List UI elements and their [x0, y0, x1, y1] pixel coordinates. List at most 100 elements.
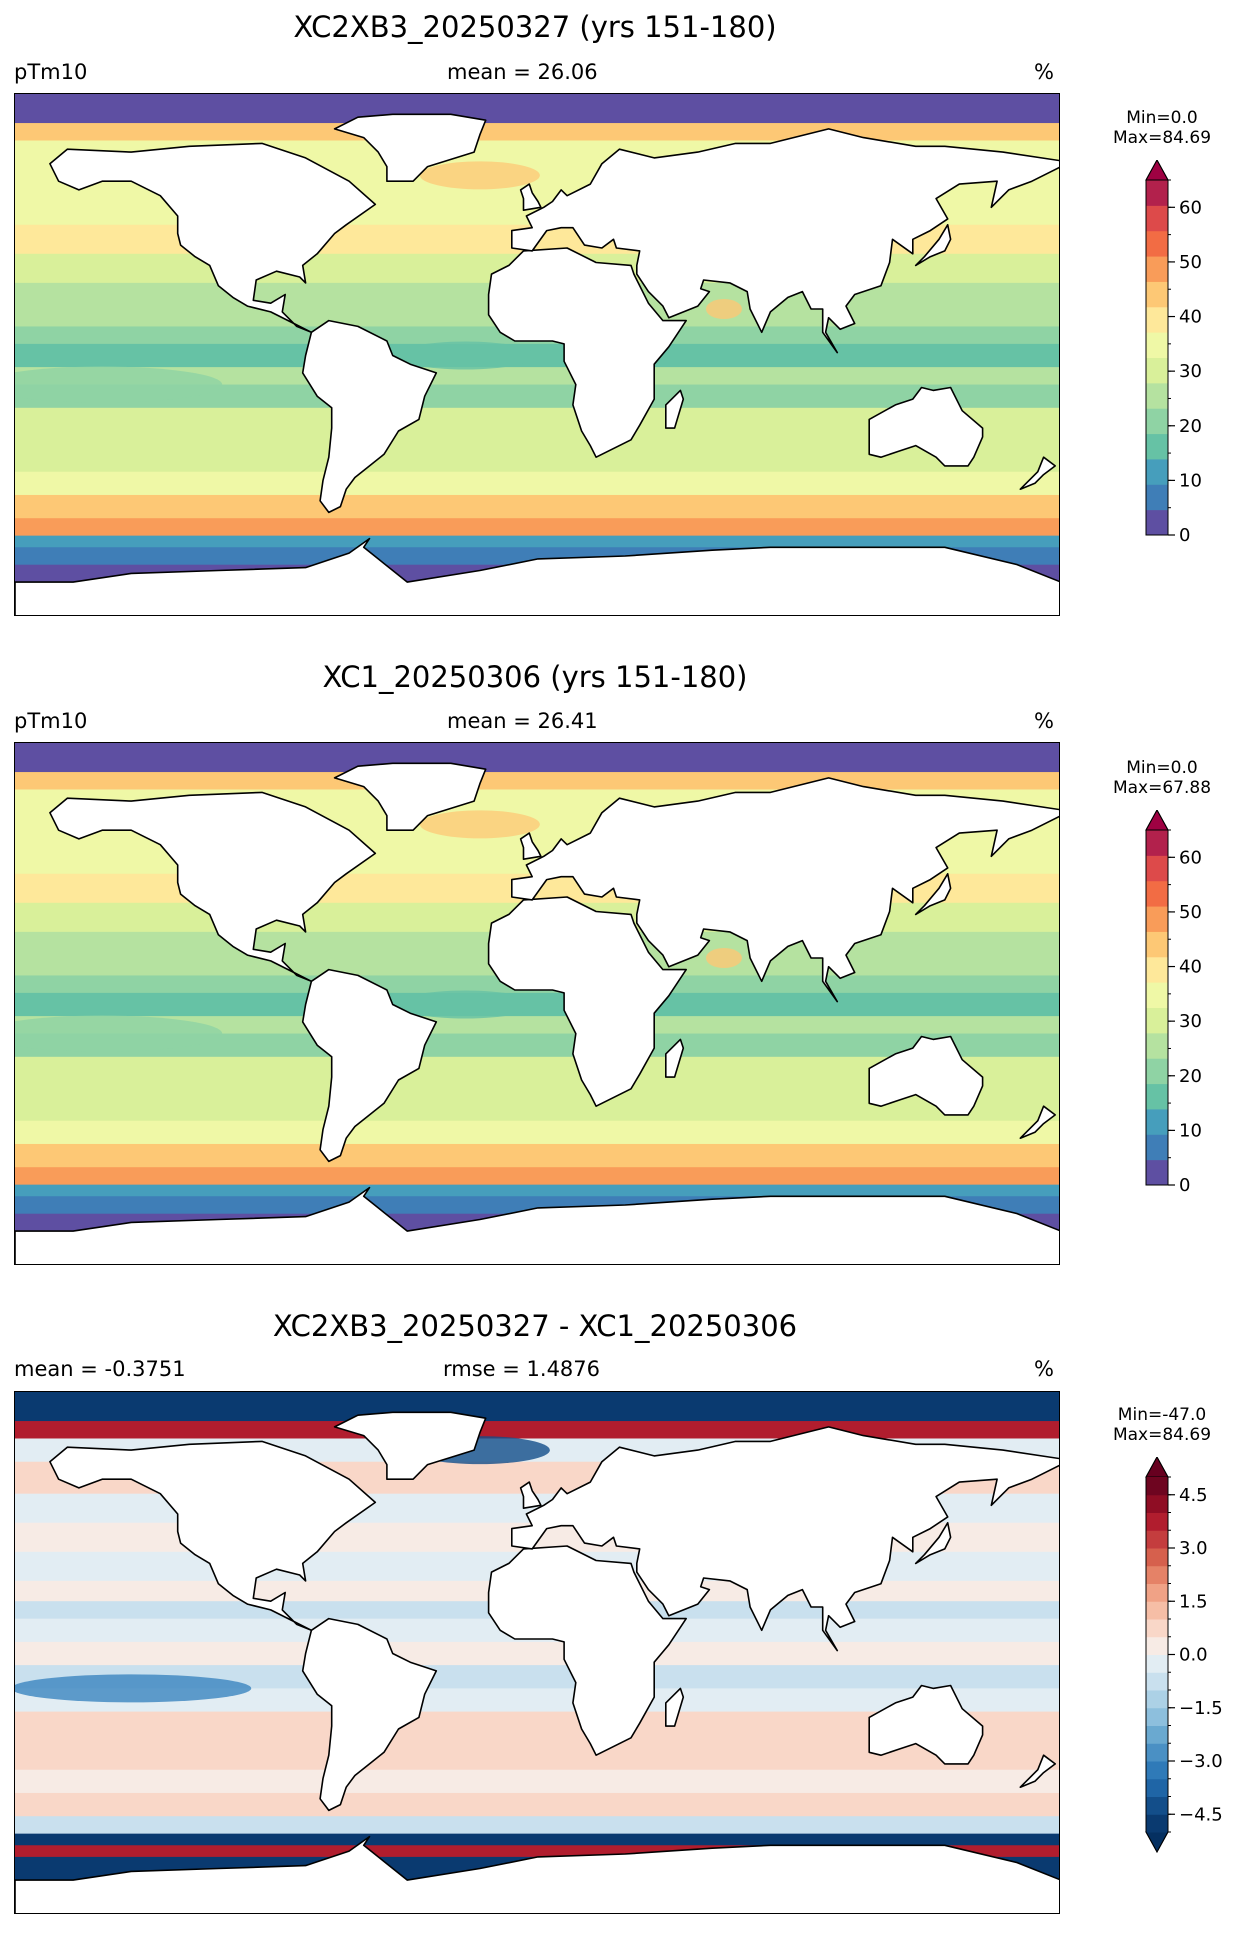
colorbar-segment	[1146, 1032, 1168, 1059]
colorbar-segment	[1146, 906, 1168, 932]
colorbar-tick-label: 60	[1179, 847, 1202, 868]
map-field	[15, 743, 1059, 1264]
colorbar-segment	[1146, 956, 1168, 983]
colorbar-segment	[1146, 306, 1168, 333]
colorbar-tick-label: 20	[1179, 1066, 1202, 1087]
colorbar-segment	[1146, 1058, 1168, 1085]
colorbar-segment	[1146, 855, 1168, 882]
colorbar-segment	[1146, 484, 1168, 511]
colorbar-segment	[1146, 230, 1168, 257]
colorbar-segment	[1146, 1690, 1168, 1709]
min-max-label: Min=0.0 Max=84.69	[1112, 108, 1212, 148]
coastlines	[15, 113, 1059, 615]
colorbar-tick-label: 30	[1179, 1011, 1202, 1032]
colorbar-segment	[1146, 1108, 1168, 1135]
colorbar-tick-label: 60	[1179, 197, 1202, 218]
colorbar-segment	[1146, 1707, 1168, 1726]
units-label: %	[1034, 60, 1054, 84]
colorbar-segment	[1146, 1512, 1168, 1531]
colorbar-extend-max	[1145, 160, 1169, 181]
colorbar-tick-label: 50	[1179, 902, 1202, 923]
colorbar-segment	[1146, 205, 1168, 232]
colorbar-segment	[1146, 256, 1168, 282]
colorbar-segment	[1146, 1654, 1168, 1673]
map-field	[15, 1392, 1059, 1913]
colorbar-tick-label: 40	[1179, 957, 1202, 978]
colorbar-tick-label: 0	[1179, 1175, 1190, 1196]
colorbar-tick-label: 20	[1179, 416, 1202, 437]
colorbar-segment	[1146, 982, 1168, 1008]
units-label: %	[1034, 709, 1054, 733]
colorbar-extend-max	[1145, 1457, 1169, 1478]
panel-title: XC1_20250306 (yrs 151-180)	[322, 660, 748, 694]
colorbar-segment	[1146, 931, 1168, 958]
min-max-label: Min=0.0 Max=67.88	[1112, 758, 1212, 798]
colorbar-segment	[1146, 1778, 1168, 1797]
colorbar-segment	[1146, 281, 1168, 308]
colorbar-extend-min	[1145, 1831, 1169, 1854]
colorbar-segment	[1146, 1619, 1168, 1638]
colorbar-segment	[1146, 1530, 1168, 1549]
colorbar-tick-label: −1.5	[1179, 1698, 1223, 1719]
map-field	[15, 94, 1059, 615]
colorbar-segment	[1146, 332, 1168, 358]
colorbar-segment	[1146, 1159, 1168, 1186]
colorbar: 0 10 20 30 40 50 60	[1145, 160, 1202, 546]
left-label: mean = -0.3751	[14, 1357, 186, 1381]
colorbar-segment	[1146, 1725, 1168, 1744]
center-label: mean = 26.06	[447, 60, 598, 84]
colorbar-segment	[1146, 180, 1168, 206]
min-max-label: Min=-47.0 Max=84.69	[1112, 1405, 1212, 1445]
colorbar-tick-label: −4.5	[1179, 1804, 1223, 1825]
colorbar-segment	[1146, 1672, 1168, 1691]
units-label: %	[1034, 1357, 1054, 1381]
colorbar-tick-label: 50	[1179, 252, 1202, 273]
center-label: rmse = 1.4876	[443, 1357, 601, 1381]
colorbar-segment	[1146, 1134, 1168, 1161]
colorbar-segment	[1146, 1494, 1168, 1513]
center-label: mean = 26.41	[447, 709, 598, 733]
colorbar-segment	[1146, 458, 1168, 485]
colorbar-tick-label: 10	[1179, 1120, 1202, 1141]
colorbar-segment	[1146, 1583, 1168, 1602]
colorbar-segment	[1146, 1761, 1168, 1780]
colorbar-segment	[1146, 1743, 1168, 1762]
colorbar-segment	[1146, 509, 1168, 536]
left-label: pTm10	[14, 709, 88, 733]
colorbar-segment	[1146, 433, 1168, 460]
colorbar-tick-label: −3.0	[1179, 1751, 1223, 1772]
colorbar-tick-label: 0	[1179, 525, 1190, 546]
coastlines	[15, 762, 1059, 1264]
colorbar-segment	[1146, 1636, 1168, 1655]
map-plot	[14, 742, 1060, 1265]
colorbar-tick-label: 3.0	[1179, 1538, 1208, 1559]
colorbar-tick-label: 4.5	[1179, 1485, 1208, 1506]
colorbar-segment	[1146, 1601, 1168, 1620]
colorbar-segment	[1146, 880, 1168, 907]
colorbar-tick-label: 40	[1179, 307, 1202, 328]
map-plot	[14, 1391, 1060, 1914]
panel-title: XC2XB3_20250327 (yrs 151-180)	[293, 10, 777, 44]
left-label: pTm10	[14, 60, 88, 84]
colorbar-tick-label: 0.0	[1179, 1645, 1208, 1666]
colorbar-segment	[1146, 382, 1168, 409]
colorbar-tick-label: 10	[1179, 470, 1202, 491]
colorbar-segment	[1146, 1548, 1168, 1567]
colorbar: −4.5 −3.0 −1.5 0.0 1.5 3.0 4.5	[1145, 1457, 1223, 1854]
panel-title: XC2XB3_20250327 - XC1_20250306	[272, 1309, 798, 1343]
colorbar-extend-max	[1145, 810, 1169, 831]
colorbar-segment	[1146, 1814, 1168, 1833]
colorbar-tick-label: 1.5	[1179, 1591, 1208, 1612]
colorbar-segment	[1146, 408, 1168, 435]
colorbar-segment	[1146, 830, 1168, 856]
colorbar-segment	[1146, 1083, 1168, 1110]
colorbar-segment	[1146, 1477, 1168, 1496]
map-plot	[14, 93, 1060, 616]
colorbar-segment	[1146, 1796, 1168, 1815]
colorbar-tick-label: 30	[1179, 361, 1202, 382]
colorbar: 0 10 20 30 40 50 60	[1145, 810, 1202, 1196]
coastlines	[15, 1411, 1059, 1913]
colorbar-segment	[1146, 357, 1168, 384]
colorbar-segment	[1146, 1565, 1168, 1584]
colorbar-segment	[1146, 1007, 1168, 1034]
